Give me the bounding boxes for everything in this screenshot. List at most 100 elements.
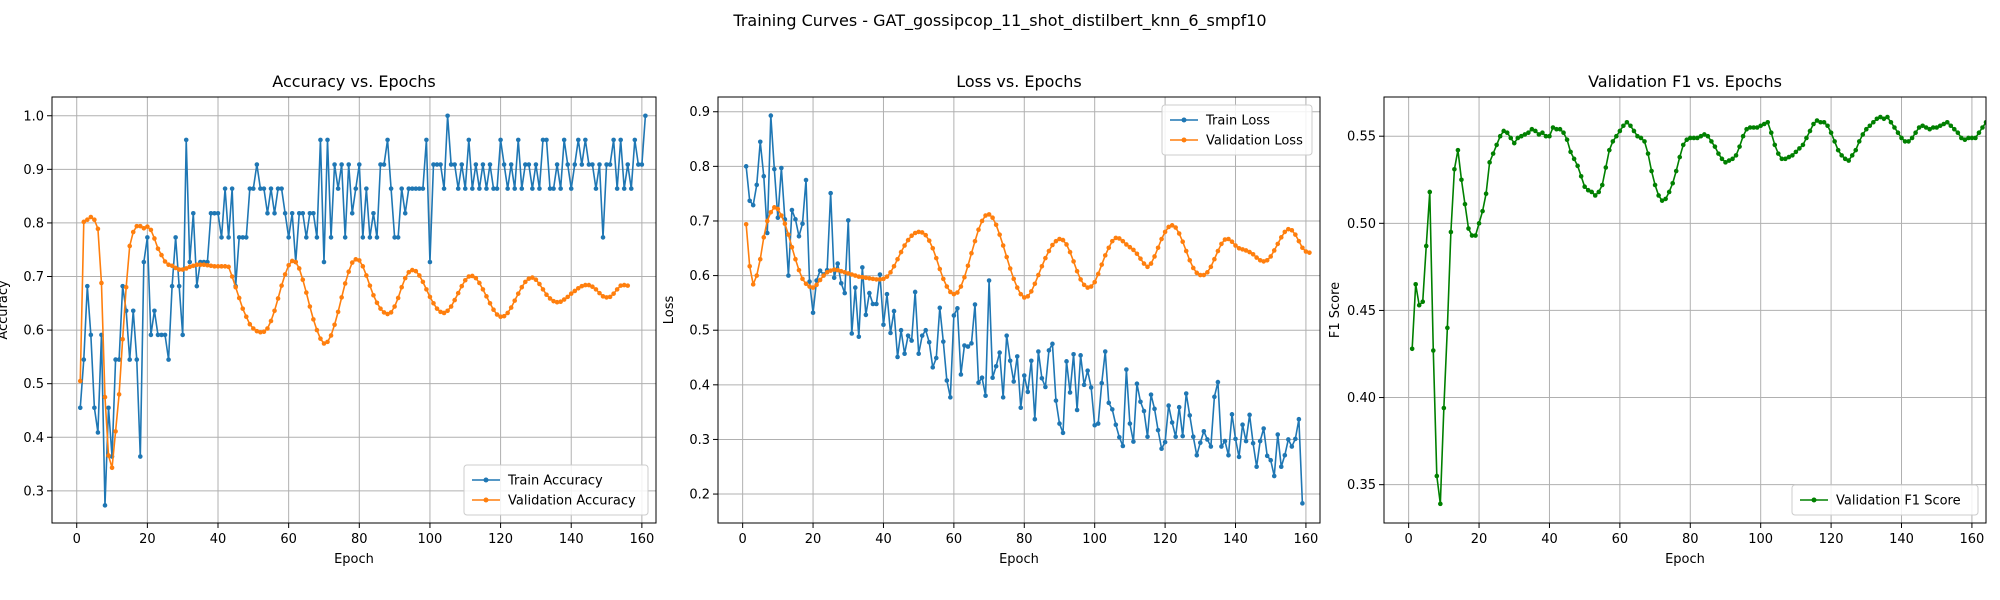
x-tick-label: 80 (1016, 532, 1033, 547)
data-point (604, 162, 609, 167)
data-point (1303, 249, 1309, 254)
data-point (1289, 444, 1295, 449)
data-point (484, 186, 489, 191)
data-point (1462, 201, 1468, 207)
data-point (1962, 137, 1968, 142)
data-point (385, 137, 390, 143)
data-point (183, 137, 189, 143)
data-point (328, 235, 334, 240)
data-point (1099, 380, 1105, 386)
data-point (1976, 130, 1982, 136)
data-point (1085, 285, 1090, 290)
data-point (568, 291, 574, 296)
data-point (1564, 137, 1570, 142)
data-point (1716, 151, 1721, 156)
data-point (512, 298, 518, 303)
data-point (1614, 133, 1619, 139)
data-point (162, 259, 168, 264)
data-point (1029, 289, 1034, 294)
data-point (116, 357, 122, 362)
data-point (1254, 464, 1259, 470)
data-point (1677, 154, 1683, 160)
data-point (279, 283, 284, 288)
data-point (300, 210, 306, 216)
data-point (134, 223, 140, 229)
data-point (1113, 235, 1119, 241)
data-point (1162, 439, 1168, 445)
data-point (1758, 123, 1763, 129)
data-point (1737, 144, 1742, 149)
data-point (364, 273, 369, 278)
data-point (898, 327, 904, 333)
data-point (402, 210, 408, 216)
data-point (930, 245, 936, 251)
data-point (1074, 268, 1080, 274)
data-point (339, 162, 344, 167)
data-point (1226, 236, 1231, 242)
data-point (1208, 444, 1214, 449)
data-point (586, 282, 592, 288)
data-point (941, 339, 946, 344)
data-point (1296, 416, 1302, 422)
data-point (138, 454, 143, 459)
data-point (127, 243, 133, 249)
data-point (933, 255, 939, 261)
data-point (877, 277, 883, 282)
data-point (969, 341, 974, 346)
data-point (448, 304, 454, 309)
data-point (969, 250, 974, 256)
data-point (201, 262, 207, 268)
data-point (417, 186, 422, 191)
data-point (455, 186, 461, 191)
data-point (1120, 443, 1126, 449)
data-point (853, 273, 858, 278)
data-point (1913, 130, 1918, 136)
data-point (311, 210, 316, 216)
data-point (357, 162, 362, 167)
data-point (1117, 434, 1122, 440)
data-point (487, 162, 493, 167)
data-point (1814, 118, 1820, 123)
data-point (1874, 116, 1880, 122)
data-point (1085, 368, 1090, 373)
data-point (1289, 227, 1295, 233)
data-point (77, 378, 83, 384)
data-point (881, 276, 886, 282)
data-point (891, 308, 897, 314)
data-point (296, 210, 302, 216)
series-validation-loss (743, 205, 1312, 300)
data-point (134, 357, 140, 362)
x-tick-label: 60 (1612, 532, 1629, 547)
data-point (540, 287, 546, 292)
data-point (1046, 348, 1052, 353)
data-point (176, 267, 182, 272)
x-tick-label: 140 (1889, 532, 1914, 547)
data-point (1025, 294, 1031, 299)
data-point (579, 283, 585, 289)
data-point (807, 284, 812, 289)
data-point (102, 394, 108, 400)
legend: Train Loss Validation Loss (1161, 104, 1313, 156)
data-point (1198, 272, 1203, 278)
data-point (551, 186, 556, 191)
x-tick-label: 40 (210, 532, 227, 547)
data-point (944, 284, 950, 289)
data-point (314, 235, 320, 240)
data-point (1166, 224, 1171, 230)
data-point (1296, 238, 1302, 244)
data-point (561, 297, 567, 302)
data-point (842, 290, 848, 296)
data-point (1205, 270, 1210, 275)
data-point (1571, 156, 1577, 162)
y-tick-label: 0.6 (689, 269, 710, 284)
data-point (1899, 135, 1904, 141)
data-point (296, 266, 302, 271)
data-point (1141, 261, 1147, 266)
data-point (1043, 255, 1048, 261)
data-point (1007, 358, 1013, 364)
data-point (325, 137, 330, 143)
data-point (289, 210, 295, 216)
data-point (747, 198, 752, 204)
data-point (519, 186, 525, 191)
plot-area (1409, 114, 1986, 507)
